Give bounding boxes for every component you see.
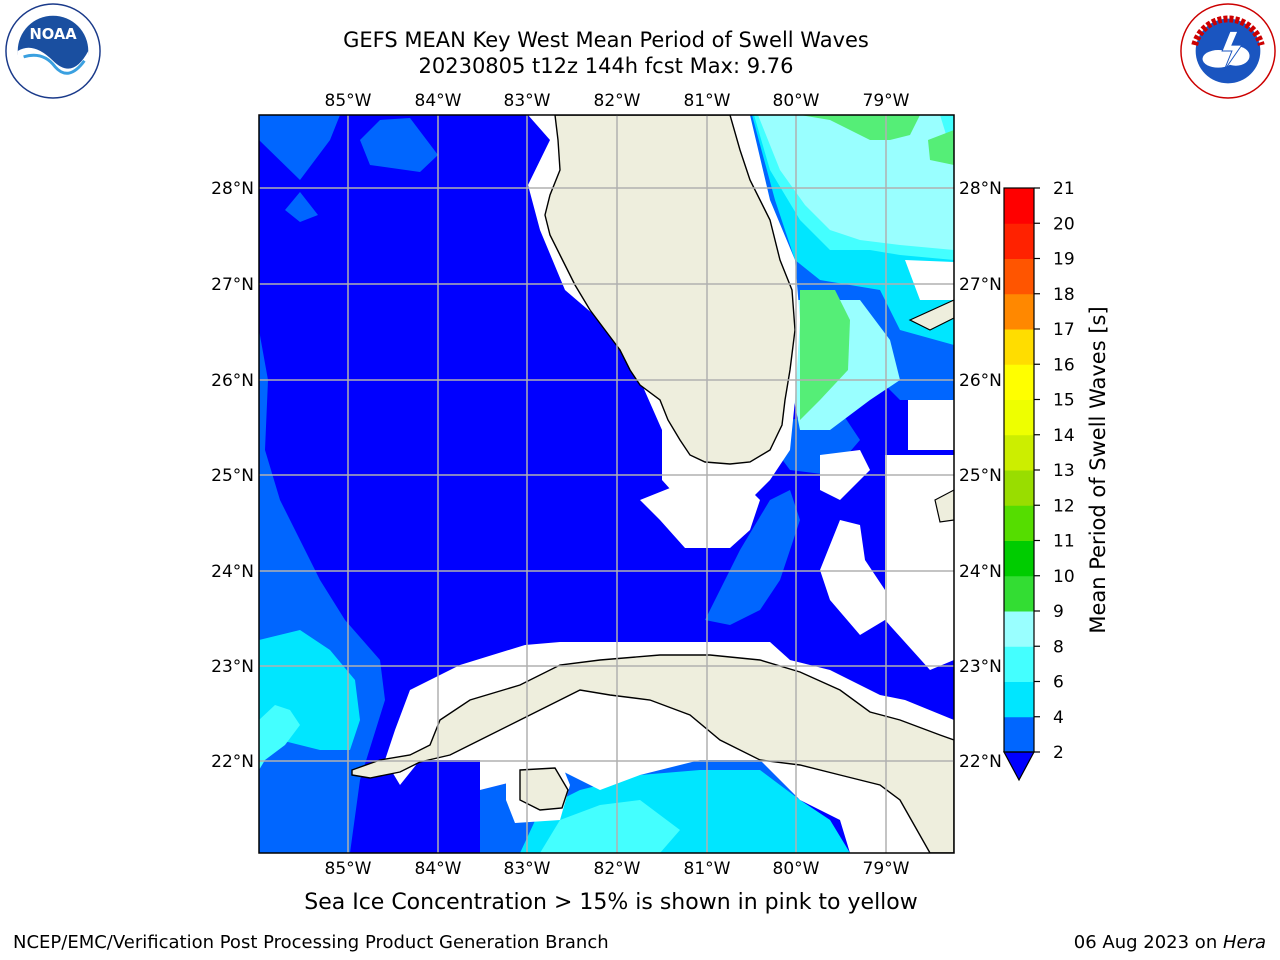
- colorbar-tick-label: 13: [1053, 461, 1075, 481]
- chart-title: GEFS MEAN Key West Mean Period of Swell …: [343, 28, 869, 52]
- noaa-wordmark: NOAA: [29, 26, 77, 43]
- sea-ice-note: Sea Ice Concentration > 15% is shown in …: [304, 890, 918, 915]
- land-bahamas-abaco: [908, 299, 954, 331]
- colorbar-segment: [1004, 716, 1034, 753]
- colorbar-segment: [1004, 611, 1034, 647]
- colorbar-segment: [1004, 470, 1034, 506]
- footer-date: 06 Aug 2023 on Hera: [1074, 932, 1266, 953]
- y-tick-left: 22°N: [211, 752, 254, 772]
- colorbar-tick-label: 4: [1053, 708, 1064, 728]
- y-tick-right: 27°N: [959, 275, 1002, 295]
- x-tick-top: 79°W: [863, 91, 910, 111]
- colorbar-tick-label: 14: [1053, 426, 1075, 446]
- footer-branch: NCEP/EMC/Verification Post Processing Pr…: [13, 932, 609, 953]
- y-tick-left: 23°N: [211, 657, 254, 677]
- land-cuba: [351, 654, 954, 853]
- x-tick-bottom: 82°W: [594, 859, 641, 879]
- gridlines: [259, 115, 954, 853]
- x-tick-bottom: 81°W: [684, 859, 731, 879]
- contour-6-8-sw: [259, 705, 300, 770]
- colorbar-tick-label: 11: [1053, 532, 1075, 552]
- colorbar-tick-label: 20: [1053, 214, 1075, 234]
- nodata-east-c: [908, 400, 954, 450]
- nodata-keys: [640, 480, 760, 548]
- colorbar-segment: [1004, 575, 1034, 612]
- contour-9-10-ne2: [928, 130, 954, 165]
- y-tick-left: 25°N: [211, 466, 254, 486]
- colorbar-tick-label: 9: [1053, 602, 1064, 622]
- colorbar-segment: [1004, 293, 1034, 330]
- land-andros: [934, 489, 954, 523]
- colorbar-tick-label: 10: [1053, 567, 1075, 587]
- contour-8-9-atlantic: [758, 115, 954, 250]
- nodata-bahamas-nw: [905, 260, 954, 300]
- contour-2-4-nw1: [259, 115, 340, 180]
- colorbar: 2 4 6 8 9 10 11 12 13 14 15 16 17 18 19 20 21: [1002, 179, 1075, 782]
- y-tick-left: 27°N: [211, 275, 254, 295]
- land-florida: [544, 115, 796, 465]
- contour-2-4-straits: [705, 490, 800, 625]
- colorbar-tick-label: 2: [1053, 743, 1064, 763]
- colorbar-segment: [1004, 646, 1034, 682]
- contour-9-10-bahamas: [800, 290, 850, 420]
- colorbar-segment: [1004, 434, 1034, 471]
- contour-2-4-nw2: [360, 118, 438, 172]
- x-tick-bottom: 80°W: [773, 859, 820, 879]
- x-tick-bottom: 79°W: [863, 859, 910, 879]
- colorbar-segment: [1004, 505, 1034, 541]
- x-tick-bottom: 84°W: [415, 859, 462, 879]
- nodata-east-b: [820, 520, 885, 635]
- x-tick-top: 82°W: [594, 91, 641, 111]
- x-tick-top: 84°W: [415, 91, 462, 111]
- y-tick-right: 26°N: [959, 371, 1002, 391]
- colorbar-segment: [1004, 540, 1034, 577]
- x-tick-top: 81°W: [684, 91, 731, 111]
- x-tick-top: 85°W: [325, 91, 372, 111]
- contour-6-8-caribbean: [540, 800, 680, 853]
- colorbar-segment: [1004, 223, 1034, 259]
- colorbar-segment: [1004, 399, 1034, 436]
- x-tick-bottom: 83°W: [504, 859, 551, 879]
- x-tick-top: 83°W: [504, 91, 551, 111]
- footer-date-text: 06 Aug 2023 on: [1073, 932, 1223, 953]
- y-tick-right: 25°N: [959, 466, 1002, 486]
- colorbar-tick-label: 18: [1053, 285, 1075, 305]
- y-tick-right: 24°N: [959, 562, 1002, 582]
- colorbar-tick-label: 15: [1053, 391, 1075, 411]
- colorbar-segment: [1004, 681, 1034, 718]
- contour-2-4-nw3: [285, 192, 318, 222]
- colorbar-tick-label: 17: [1053, 320, 1075, 340]
- x-tick-bottom: 85°W: [325, 859, 372, 879]
- y-tick-left: 28°N: [211, 179, 254, 199]
- colorbar-segment: [1004, 329, 1034, 365]
- y-tick-right: 22°N: [959, 752, 1002, 772]
- y-tick-left: 24°N: [211, 562, 254, 582]
- y-tick-left: 26°N: [211, 371, 254, 391]
- x-tick-top: 80°W: [773, 91, 820, 111]
- colorbar-tick-label: 8: [1053, 637, 1064, 657]
- y-tick-right: 23°N: [959, 657, 1002, 677]
- colorbar-label: Mean Period of Swell Waves [s]: [1086, 306, 1110, 633]
- y-tick-right: 28°N: [959, 179, 1002, 199]
- chart-subtitle: 20230805 t12z 144h fcst Max: 9.76: [418, 54, 794, 78]
- colorbar-tick-label: 21: [1053, 179, 1075, 199]
- colorbar-segment: [1004, 258, 1034, 295]
- colorbar-tick-label: 12: [1053, 496, 1075, 516]
- land-isla-juventud: [519, 767, 569, 811]
- map-field: [259, 115, 954, 853]
- noaa-logo: NOAA: [5, 3, 101, 99]
- map-frame: [258, 114, 955, 854]
- footer-host: Hera: [1222, 932, 1266, 953]
- colorbar-tick-label: 6: [1053, 673, 1064, 693]
- colorbar-segment: [1004, 364, 1034, 400]
- nws-logo: [1180, 3, 1276, 99]
- colorbar-tick-label: 16: [1053, 355, 1075, 375]
- colorbar-segment: [1004, 188, 1034, 224]
- colorbar-under-triangle: [1002, 751, 1036, 782]
- colorbar-tick-label: 19: [1053, 250, 1075, 270]
- contour-9-10-ne: [800, 115, 920, 140]
